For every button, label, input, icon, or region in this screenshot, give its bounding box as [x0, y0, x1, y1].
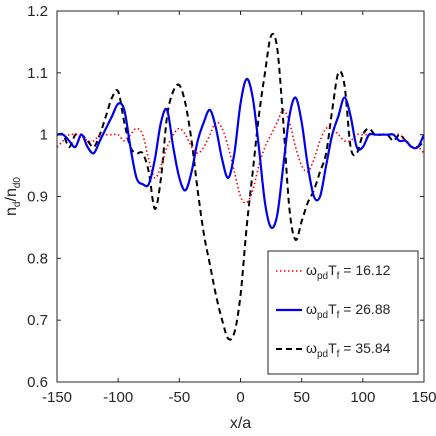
legend-label-part: = 35.84 — [339, 340, 390, 356]
y-tick-label: 0.9 — [27, 189, 48, 206]
x-tick-label: -50 — [168, 389, 190, 406]
y-axis-label-sub2: d0 — [12, 177, 23, 189]
y-tick-label: 0.8 — [27, 250, 48, 267]
legend-label-part: T — [328, 301, 337, 317]
legend-label-part: f — [337, 310, 340, 321]
legend-label-part: pd — [317, 271, 328, 282]
y-tick-label: 1.1 — [27, 65, 48, 82]
x-tick-label: -150 — [42, 389, 72, 406]
legend-label-part: ω — [306, 262, 317, 278]
series-line-3 — [57, 32, 424, 341]
y-tick-label: 1 — [40, 127, 48, 144]
y-tick-label: 0.7 — [27, 312, 48, 329]
legend-label-part: ω — [306, 301, 317, 317]
tick-layer: -150 -100 -50 0 50 100 150 0.6 0.7 0.8 0.9 1 1.1 1.2 — [27, 3, 436, 406]
legend-entry-2: ωpdTf = 26.88 — [276, 301, 391, 321]
legend-label-part: T — [328, 262, 337, 278]
legend-entry-1: ωpdTf = 16.12 — [276, 262, 391, 282]
x-tick-label: 100 — [350, 389, 375, 406]
x-tick-label: 0 — [236, 389, 244, 406]
x-axis-label: x/a — [230, 415, 251, 432]
legend-label-part: = 26.88 — [339, 301, 390, 317]
series-layer — [57, 32, 424, 341]
y-axis-label: nd/nd0 — [3, 177, 23, 216]
legend-label-part: T — [328, 340, 337, 356]
x-tick-label: -100 — [103, 389, 133, 406]
series-line-1 — [57, 109, 424, 204]
y-axis-label-main: n — [3, 207, 20, 216]
legend-label-part: pd — [317, 349, 328, 360]
series-line-2 — [57, 77, 424, 230]
legend-label-part: f — [337, 349, 340, 360]
legend-label-part: ω — [306, 340, 317, 356]
y-axis-label-sep: /n — [3, 188, 20, 201]
x-tick-label: 150 — [411, 389, 436, 406]
x-tick-label: 50 — [293, 389, 310, 406]
legend-label: ωpdTf = 16.12 — [306, 262, 391, 282]
legend-entry-3: ωpdTf = 35.84 — [276, 340, 391, 360]
y-tick-label: 0.6 — [27, 374, 48, 391]
legend-label-part: pd — [317, 310, 328, 321]
y-tick-label: 1.2 — [27, 3, 48, 20]
legend-label-part: = 16.12 — [339, 262, 390, 278]
legend-label: ωpdTf = 35.84 — [306, 340, 391, 360]
legend-label: ωpdTf = 26.88 — [306, 301, 391, 321]
legend-label-part: f — [337, 271, 340, 282]
y-axis-label-sub: d — [12, 202, 23, 208]
